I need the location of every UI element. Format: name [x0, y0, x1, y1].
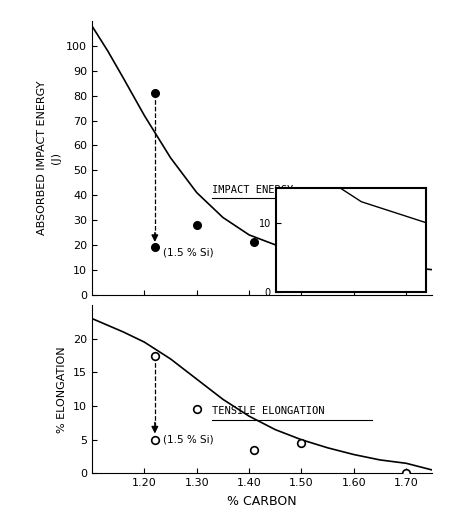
Text: TENSILE ELONGATION: TENSILE ELONGATION	[212, 406, 324, 416]
Y-axis label: ABSORBED IMPACT ENERGY
(J): ABSORBED IMPACT ENERGY (J)	[37, 80, 61, 235]
Text: (1.5 % Si): (1.5 % Si)	[162, 434, 213, 445]
Text: (1.5 % Si): (1.5 % Si)	[162, 247, 213, 257]
Y-axis label: % ELONGATION: % ELONGATION	[57, 346, 67, 432]
X-axis label: % CARBON: % CARBON	[227, 495, 297, 508]
Text: IMPACT ENERGY: IMPACT ENERGY	[212, 185, 293, 195]
